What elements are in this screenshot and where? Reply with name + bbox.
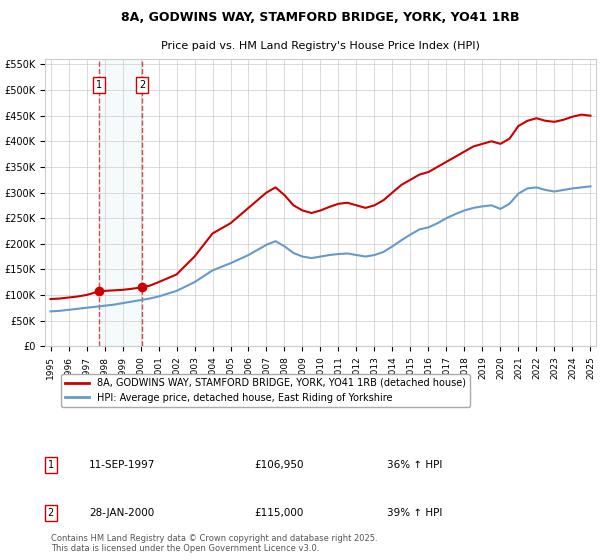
Text: £106,950: £106,950 [254,460,304,470]
Text: £115,000: £115,000 [254,508,304,519]
Text: Contains HM Land Registry data © Crown copyright and database right 2025.
This d: Contains HM Land Registry data © Crown c… [50,534,377,553]
Text: 1: 1 [47,460,54,470]
Text: 11-SEP-1997: 11-SEP-1997 [89,460,155,470]
Legend: 8A, GODWINS WAY, STAMFORD BRIDGE, YORK, YO41 1RB (detached house), HPI: Average : 8A, GODWINS WAY, STAMFORD BRIDGE, YORK, … [61,374,470,407]
Text: 2: 2 [139,80,145,90]
Bar [99,59,142,346]
Text: 39% ↑ HPI: 39% ↑ HPI [386,508,442,519]
Text: 1: 1 [96,80,102,90]
Text: 8A, GODWINS WAY, STAMFORD BRIDGE, YORK, YO41 1RB: 8A, GODWINS WAY, STAMFORD BRIDGE, YORK, … [121,11,520,25]
Text: 28-JAN-2000: 28-JAN-2000 [89,508,154,519]
Text: 36% ↑ HPI: 36% ↑ HPI [386,460,442,470]
Text: Price paid vs. HM Land Registry's House Price Index (HPI): Price paid vs. HM Land Registry's House … [161,40,480,50]
Text: 2: 2 [47,508,54,519]
